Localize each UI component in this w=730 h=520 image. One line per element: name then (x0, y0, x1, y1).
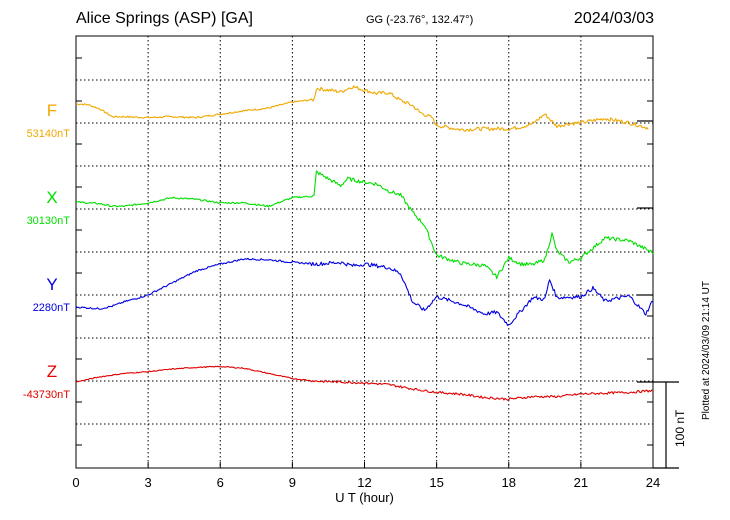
series-baseline-f: 53140nT (27, 128, 71, 140)
x-tick-label: 0 (72, 475, 79, 490)
x-tick-label: 6 (217, 475, 224, 490)
series-baseline-y: 2280nT (33, 302, 71, 314)
x-tick-label: 9 (289, 475, 296, 490)
series-label-f: F (47, 101, 57, 120)
x-axis-label: U T (hour) (335, 490, 394, 505)
x-tick-label: 3 (145, 475, 152, 490)
series-line-x (75, 170, 654, 280)
x-tick-label: 24 (646, 475, 660, 490)
series-baseline-x: 30130nT (27, 215, 71, 227)
x-tick-label: 18 (502, 475, 516, 490)
station-coordinates: GG (-23.76°, 132.47°) (366, 14, 474, 26)
series-label-x: X (46, 188, 57, 207)
series-label-z: Z (47, 362, 57, 381)
chart-date: 2024/03/03 (573, 10, 654, 27)
series-line-f (76, 85, 649, 132)
scale-bar-label: 100 nT (673, 409, 687, 447)
x-tick-label: 12 (357, 475, 371, 490)
station-title: Alice Springs (ASP) [GA] (76, 10, 253, 27)
x-tick-label: 15 (429, 475, 443, 490)
series-line-y (75, 257, 654, 326)
x-tick-label: 21 (574, 475, 588, 490)
series-label-y: Y (46, 275, 57, 294)
series-line-z (75, 365, 654, 401)
series-baseline-z: -43730nT (23, 389, 70, 401)
